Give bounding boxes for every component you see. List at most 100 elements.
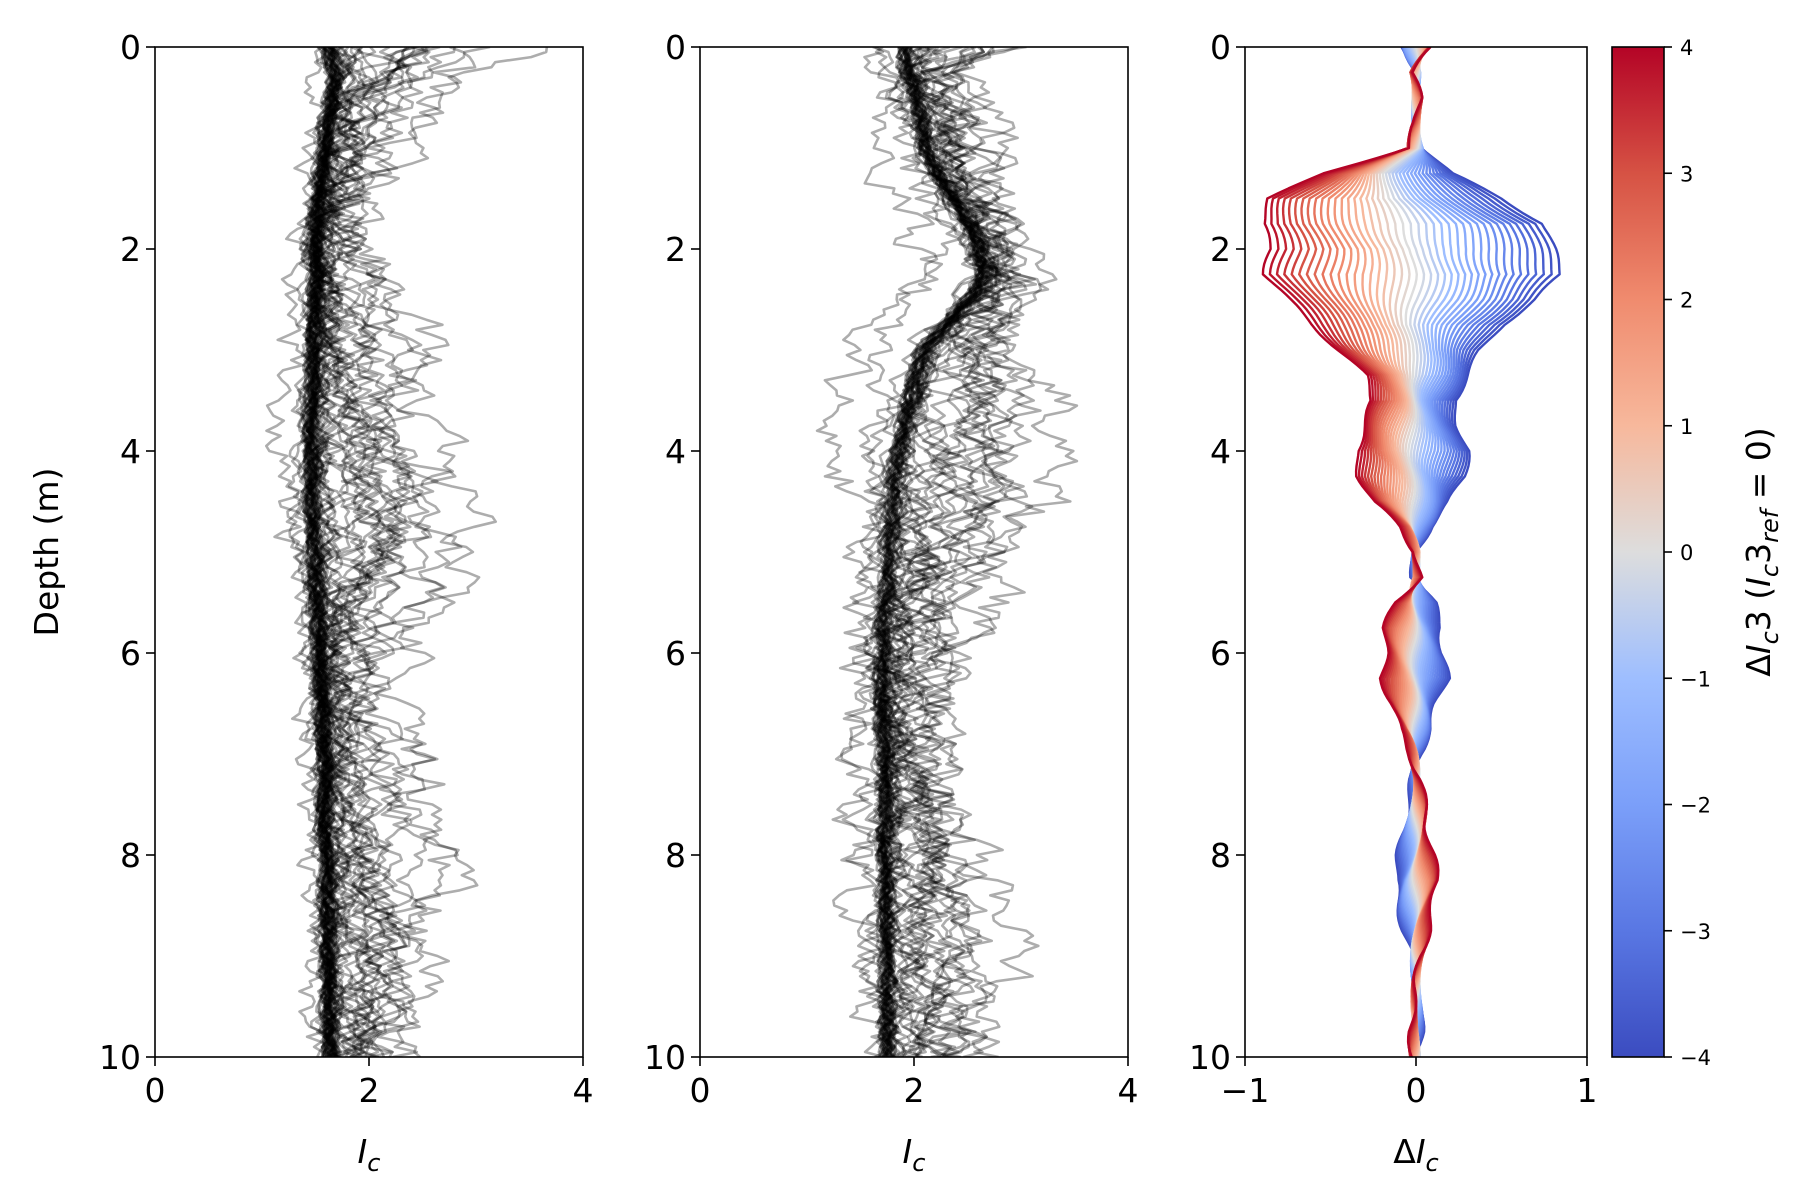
- colorbar-tick-label: 4: [1680, 36, 1693, 60]
- middle-trace-line: [873, 47, 991, 1057]
- middle-xtick-label: 2: [904, 1071, 925, 1110]
- middle-trace-line: [873, 47, 1011, 1057]
- left-trace-line: [305, 47, 345, 1057]
- left-trace-line: [300, 47, 344, 1057]
- left-trace-line: [303, 47, 339, 1057]
- colorbar-tick-label: 3: [1680, 162, 1693, 186]
- middle-trace-line: [873, 47, 987, 1057]
- left-trace-line: [305, 47, 347, 1057]
- left-trace-line: [300, 47, 339, 1057]
- left-trace-line: [299, 47, 395, 1057]
- left-trace-line: [301, 47, 344, 1057]
- left-trace-line: [298, 47, 341, 1057]
- colorbar-label: ΔIc3 (Ic3ref = 0): [1739, 427, 1784, 676]
- left-trace-line: [264, 47, 336, 1057]
- left-trace-line: [288, 47, 336, 1057]
- middle-trace-line: [875, 47, 994, 1057]
- right-xlabel: ΔIc: [1393, 1132, 1439, 1177]
- right-ytick-label: 2: [1210, 230, 1231, 269]
- colorbar-tick-label: −4: [1680, 1046, 1711, 1070]
- left-trace-line: [308, 47, 477, 1057]
- middle-trace-line: [877, 47, 1036, 1057]
- right-traces: [1261, 47, 1561, 1057]
- left-trace-line: [302, 47, 342, 1057]
- colorbar-tick-label: 1: [1680, 415, 1693, 439]
- left-trace-line: [301, 47, 350, 1057]
- left-trace-line: [302, 47, 342, 1057]
- left-trace-line: [306, 47, 392, 1057]
- colorbar: 4 3 2 1 0 −1 −2 −3 −4 ΔIc3 (Ic3ref = 0): [1611, 36, 1784, 1070]
- left-trace-line: [302, 47, 339, 1057]
- middle-trace-line: [870, 47, 986, 1057]
- middle-trace-line: [872, 47, 1000, 1057]
- middle-trace-line: [870, 47, 986, 1057]
- middle-xtick-label: 4: [1118, 1071, 1139, 1110]
- middle-trace-line: [872, 47, 989, 1057]
- right-ytick-label: 8: [1210, 836, 1231, 875]
- middle-ytick-label: 10: [644, 1038, 686, 1077]
- middle-trace-line: [873, 47, 1002, 1057]
- left-trace-line: [299, 47, 339, 1057]
- left-trace-line: [302, 47, 346, 1057]
- left-trace-line: [286, 47, 340, 1057]
- middle-trace-line: [875, 47, 992, 1057]
- left-trace-line: [311, 47, 428, 1057]
- left-xtick-label: 2: [359, 1071, 380, 1110]
- colorbar-tick-label: 0: [1680, 541, 1693, 565]
- left-trace-line: [306, 47, 408, 1057]
- middle-trace-line: [815, 47, 962, 1057]
- middle-ytick-label: 4: [665, 432, 686, 471]
- middle-trace-line: [872, 47, 989, 1057]
- left-trace-line: [310, 47, 352, 1057]
- middle-trace-line: [870, 47, 1021, 1057]
- middle-trace-line: [871, 47, 992, 1057]
- left-trace-line: [302, 47, 340, 1057]
- middle-traces: [815, 47, 1079, 1057]
- left-ylabel: Depth (m): [27, 468, 66, 637]
- right-xtick-label: 1: [1577, 1071, 1598, 1110]
- middle-trace-line: [874, 47, 1017, 1057]
- middle-trace-line: [887, 47, 1050, 1057]
- right-trace-line: [1261, 47, 1440, 1057]
- left-trace-line: [303, 47, 430, 1057]
- middle-trace-line: [875, 47, 988, 1057]
- colorbar-tick-label: −1: [1680, 667, 1711, 691]
- right-xtick-label: 0: [1406, 1071, 1427, 1110]
- middle-trace-line: [862, 47, 984, 1057]
- middle-trace-line: [870, 47, 989, 1057]
- middle-trace-line: [875, 47, 991, 1057]
- middle-trace-line: [854, 47, 982, 1057]
- right-ytick-label: 6: [1210, 634, 1231, 673]
- left-trace-line: [303, 47, 345, 1057]
- left-trace-line: [319, 47, 459, 1057]
- middle-trace-line: [872, 47, 1013, 1057]
- left-trace-line: [304, 47, 341, 1057]
- middle-ytick-label: 6: [665, 634, 686, 673]
- left-xlabel: Ic: [358, 1132, 381, 1177]
- left-trace-line: [305, 47, 356, 1057]
- middle-trace-line: [873, 47, 985, 1057]
- middle-xlabel: Ic: [903, 1132, 926, 1177]
- left-ytick-label: 2: [120, 230, 141, 269]
- left-trace-line: [301, 47, 410, 1057]
- middle-trace-line: [876, 47, 996, 1057]
- left-trace-line: [309, 47, 366, 1057]
- left-trace-line: [296, 47, 415, 1057]
- left-trace-line: [303, 47, 352, 1057]
- middle-trace-line: [883, 47, 1058, 1057]
- middle-trace-line: [877, 47, 1006, 1057]
- right-xtick-label: −1: [1221, 1071, 1270, 1110]
- left-trace-line: [315, 47, 419, 1057]
- right-ytick-label: 4: [1210, 432, 1231, 471]
- middle-trace-line: [874, 47, 1002, 1057]
- left-trace-line: [309, 47, 346, 1057]
- middle-trace-line: [867, 47, 1034, 1057]
- middle-ytick-label: 0: [665, 28, 686, 67]
- left-xtick-label: 4: [573, 1071, 594, 1110]
- right-ticks: 0 2 4 6 8 10−1 0 1: [1189, 28, 1598, 1110]
- right-ytick-label: 10: [1189, 1038, 1231, 1077]
- left-trace-line: [301, 47, 354, 1057]
